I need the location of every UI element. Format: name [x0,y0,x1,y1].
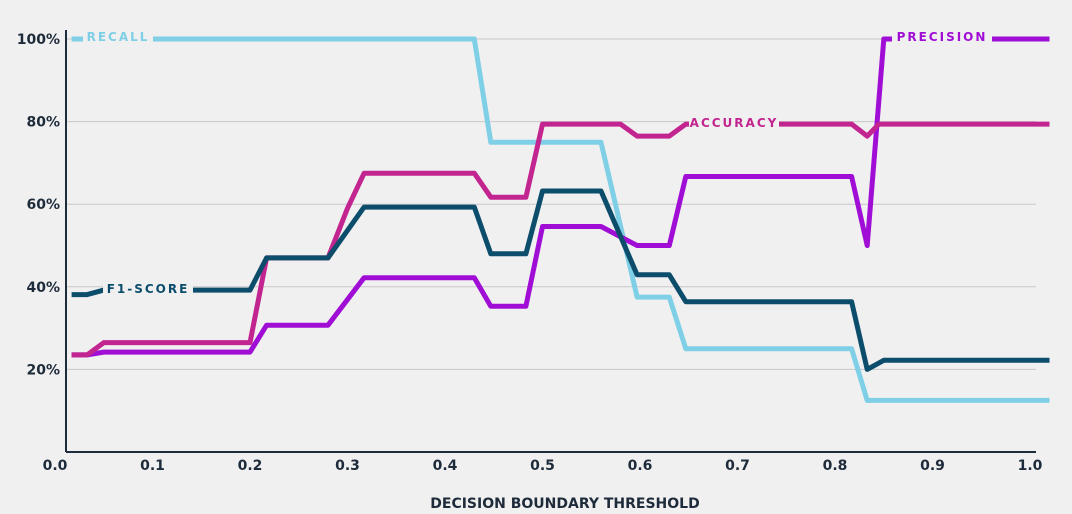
axes: 0.0 0.1 0.2 0.3 0.4 0.5 0.6 0.7 0.8 0.9 1.0 [43,30,1043,474]
x-tick-label: 0.6 [628,458,653,474]
series-label-accuracy: ACCURACY [690,116,779,130]
series-line-recall [71,36,1050,403]
x-tick-label: 0.1 [140,458,165,474]
y-tick-label: 40% [26,280,60,296]
y-tick-label: 100% [17,32,60,48]
x-tick-label: 0.3 [335,458,360,474]
series-label-recall: RECALL [87,30,150,44]
series-group [71,36,1050,403]
x-tick-label: 0.5 [530,458,555,474]
series-labels: RECALL PRECISION ACCURACY F1-SCORE [83,30,992,296]
x-tick-label: 0.7 [725,458,750,474]
y-tick-label: 20% [26,362,60,378]
series-label-precision: PRECISION [897,30,988,44]
series-label-f1-score: F1-SCORE [107,282,190,296]
x-tick-label: 0.8 [823,458,848,474]
series-label-bg [892,30,992,44]
x-tick-label: 0.4 [433,458,458,474]
series-label-bg [689,116,779,130]
series-label-bg [83,30,153,44]
series-label-bg [103,282,193,296]
y-tick-label: 80% [26,115,60,131]
series-line-precision [71,36,1050,358]
y-tick-label: 60% [26,197,60,213]
series-line-f1-score [71,188,1050,372]
x-tick-label: 0.2 [238,458,263,474]
x-tick-label: 1.0 [1018,458,1043,474]
gridlines: 20% 40% 60% 80% 100% [17,32,1036,378]
series-line-accuracy [71,121,1050,358]
x-tick-label: 0.9 [920,458,945,474]
x-tick-label: 0.0 [43,458,68,474]
x-axis-title: DECISION BOUNDARY THRESHOLD [430,496,699,512]
